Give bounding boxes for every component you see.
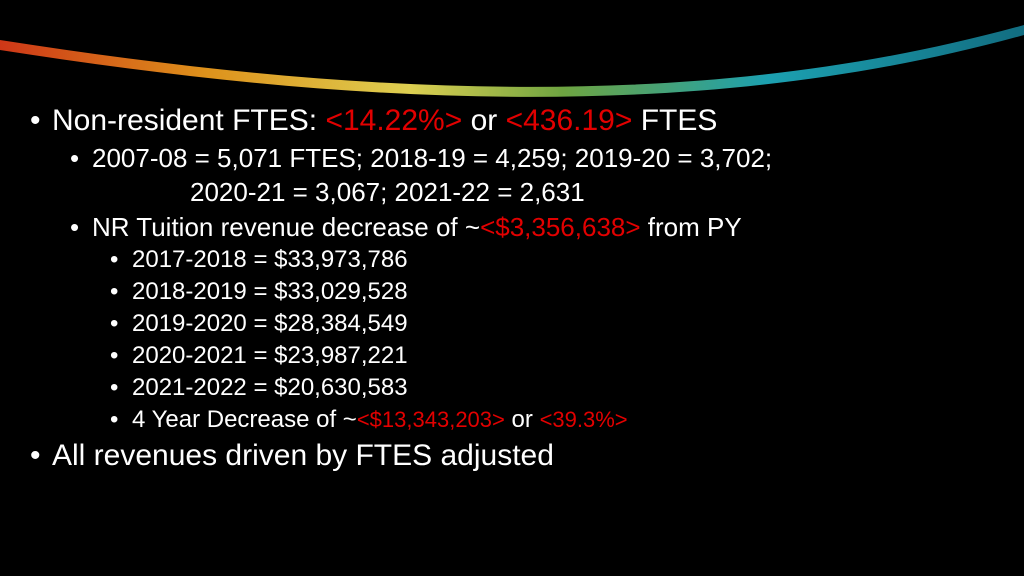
text: 2020-21 = 3,067; 2021-22 = 2,631 xyxy=(190,177,585,207)
bullet-rev-2020: 2020-2021 = $23,987,221 xyxy=(132,341,994,371)
bullet-ftes-history: 2007-08 = 5,071 FTES; 2018-19 = 4,259; 2… xyxy=(92,142,994,175)
text: All revenues driven by FTES adjusted xyxy=(52,439,554,472)
slide-content: Non-resident FTES: <14.22%> or <436.19> … xyxy=(0,100,1024,477)
bullet-rev-2018: 2018-2019 = $33,029,528 xyxy=(132,277,994,307)
bullet-rev-2021: 2021-2022 = $20,630,583 xyxy=(132,373,994,403)
text: 2007-08 = 5,071 FTES; 2018-19 = 4,259; 2… xyxy=(92,143,772,173)
bullet-ftes-history-cont: 2020-21 = 3,067; 2021-22 = 2,631 xyxy=(190,176,994,209)
text: Non-resident FTES: xyxy=(52,104,325,137)
text: FTES xyxy=(632,104,717,137)
highlight-amount: <$3,356,638> xyxy=(480,212,641,242)
highlight-4yr-pct: <39.3%> xyxy=(540,407,628,432)
text: 2020-2021 = $23,987,221 xyxy=(132,342,408,369)
highlight-pct: <14.22%> xyxy=(325,104,462,137)
text: 2018-2019 = $33,029,528 xyxy=(132,278,408,305)
text: or xyxy=(462,104,505,137)
text: NR Tuition revenue decrease of ~ xyxy=(92,212,480,242)
highlight-4yr-amount: <$13,343,203> xyxy=(357,407,505,432)
slide: Non-resident FTES: <14.22%> or <436.19> … xyxy=(0,0,1024,576)
bullet-nr-tuition-decrease: NR Tuition revenue decrease of ~<$3,356,… xyxy=(92,211,994,244)
text: 2017-2018 = $33,973,786 xyxy=(132,246,408,273)
text: from PY xyxy=(641,212,742,242)
text: 2021-2022 = $20,630,583 xyxy=(132,374,408,401)
text: 4 Year Decrease of ~ xyxy=(132,406,357,433)
text: or xyxy=(505,406,540,433)
bullet-rev-2017: 2017-2018 = $33,973,786 xyxy=(132,245,994,275)
bullet-4yr-decrease: 4 Year Decrease of ~<$13,343,203> or <39… xyxy=(132,405,994,435)
bullet-all-revenues: All revenues driven by FTES adjusted xyxy=(52,437,994,475)
text: 2019-2020 = $28,384,549 xyxy=(132,310,408,337)
bullet-nonresident-ftes: Non-resident FTES: <14.22%> or <436.19> … xyxy=(52,102,994,140)
bullet-rev-2019: 2019-2020 = $28,384,549 xyxy=(132,309,994,339)
highlight-count: <436.19> xyxy=(506,104,633,137)
